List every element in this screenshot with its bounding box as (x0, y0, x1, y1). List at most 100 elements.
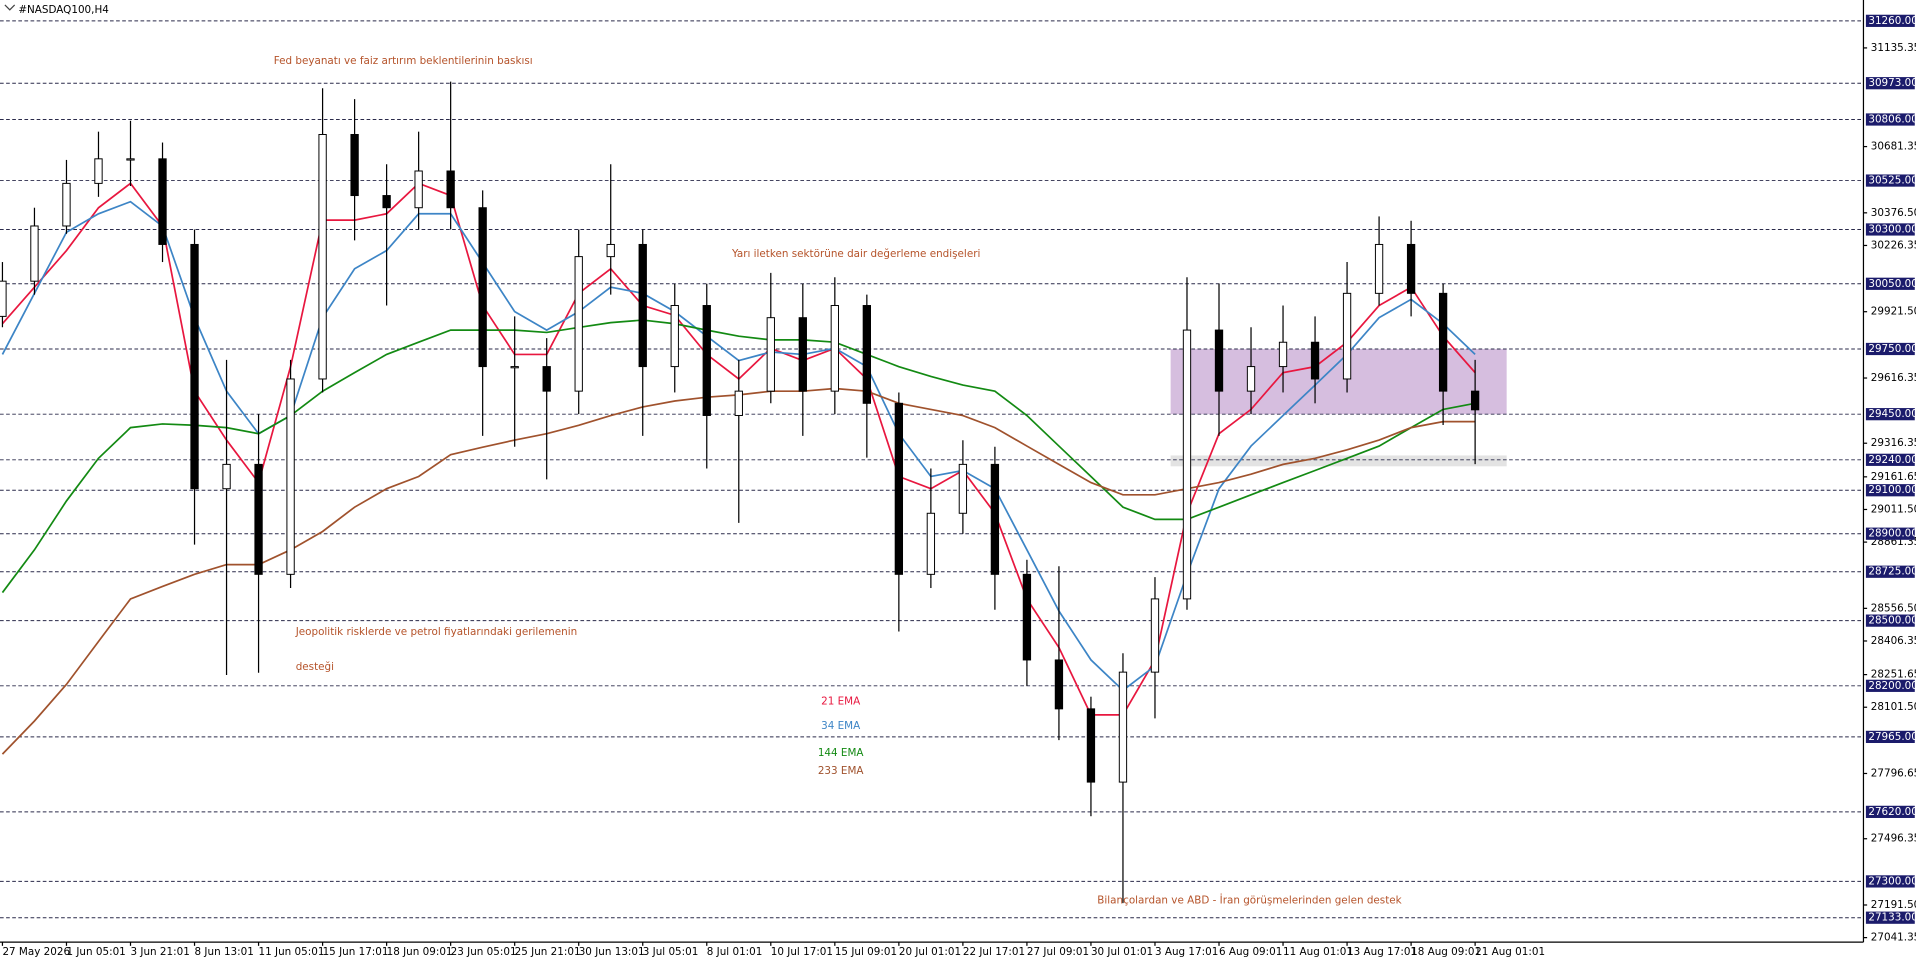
x-tick-label: 27 May 2026 (2, 946, 70, 958)
candle-body (62, 182, 71, 227)
x-tick-label: 10 Jul 17:01 (771, 946, 833, 958)
level-label-box (1865, 408, 1915, 421)
candle-body (1374, 243, 1384, 294)
legend-entry: 21 EMA (821, 695, 861, 707)
candle-body (990, 463, 1000, 575)
ema-line (1, 319, 1476, 594)
candle-body (958, 463, 968, 514)
candle-body (670, 305, 679, 368)
candle-body (830, 305, 839, 392)
level-label-box (1865, 614, 1915, 627)
candle-body (254, 463, 263, 575)
level-label-box (1865, 875, 1915, 888)
y-tick-label: 29316.35 (1871, 437, 1916, 449)
x-tick-label: 1 Jun 05:01 (66, 946, 125, 958)
level-label-box (1865, 14, 1915, 27)
candle-body (382, 195, 391, 209)
level-label-box (1865, 679, 1915, 692)
candle-body (222, 463, 231, 490)
candle-body (1246, 366, 1256, 392)
candle-body (1278, 341, 1288, 368)
level-label-box (1865, 223, 1915, 236)
y-tick-label: 28251.65 (1871, 669, 1916, 681)
annotation: Yarı iletken sektörüne dair değerleme en… (731, 248, 980, 260)
candle-body (446, 170, 455, 209)
level-label: 30050.00 (1868, 278, 1916, 290)
level-label: 29750.00 (1868, 343, 1916, 355)
x-tick-label: 11 Jun 05:01 (259, 946, 325, 958)
candle-body (286, 378, 295, 575)
candle-body (1054, 659, 1064, 710)
level-label-box (1865, 565, 1915, 578)
y-tick-label: 30681.35 (1871, 141, 1916, 153)
level-label: 30300.00 (1868, 223, 1916, 235)
y-tick-label: 30226.35 (1871, 239, 1916, 251)
zone (1170, 348, 1507, 415)
candle-body (350, 133, 359, 197)
candle-body (606, 243, 615, 258)
candle-body (1310, 341, 1320, 380)
level-label-box (1865, 342, 1915, 356)
x-tick-label: 20 Jul 01:01 (899, 946, 961, 958)
level-label: 30806.00 (1868, 113, 1916, 125)
x-tick-label: 8 Jun 13:01 (195, 946, 254, 958)
x-tick-label: 18 Aug 09:01 (1411, 946, 1481, 958)
level-label: 27965.00 (1868, 731, 1916, 743)
candle-body (126, 158, 135, 161)
y-tick-label: 27041.35 (1871, 932, 1916, 944)
y-tick-label: 29921.50 (1871, 306, 1916, 318)
annotation: Bilançolardan ve ABD - İran görüşmelerin… (1097, 894, 1401, 907)
x-tick-label: 30 Jun 13:01 (579, 946, 645, 958)
x-tick-label: 11 Aug 01:01 (1283, 946, 1353, 958)
candle-body (318, 133, 327, 380)
x-tick-label: 15 Jul 09:01 (835, 946, 897, 958)
x-tick-label: 21 Aug 01:01 (1475, 946, 1545, 958)
level-label: 27300.00 (1868, 875, 1916, 887)
legend-entry: 144 EMA (818, 747, 865, 759)
y-tick-label: 30376.50 (1871, 207, 1916, 219)
x-tick-label: 15 Jun 17:01 (323, 946, 389, 958)
y-tick-label: 27796.65 (1871, 767, 1916, 779)
level-label-box (1865, 805, 1915, 818)
candle-body (30, 225, 39, 282)
y-tick-label: 29616.35 (1871, 372, 1916, 384)
candle-body (638, 243, 647, 368)
y-tick-label: 28556.50 (1871, 602, 1916, 614)
level-label: 29100.00 (1868, 484, 1916, 496)
x-tick-label: 30 Jul 01:01 (1091, 946, 1153, 958)
legend-entry: 233 EMA (818, 765, 865, 777)
candle-body (926, 512, 936, 575)
candle-body (734, 390, 743, 416)
level-label-box (1865, 113, 1915, 126)
level-label-box (1865, 77, 1915, 90)
x-tick-label: 6 Aug 09:01 (1219, 946, 1282, 958)
candle-body (1118, 671, 1128, 783)
level-label-box (1865, 730, 1915, 744)
annotation: Fed beyanatı ve faiz artırım beklentiler… (274, 55, 533, 67)
level-label: 28900.00 (1868, 528, 1916, 540)
x-tick-label: 3 Jul 05:01 (643, 946, 699, 958)
y-tick-label: 29161.65 (1871, 471, 1916, 483)
chart-title: #NASDAQ100,H4 (18, 4, 109, 16)
level-label: 29240.00 (1868, 454, 1916, 466)
candle-body (702, 305, 711, 416)
legend-entry: 34 EMA (821, 720, 861, 732)
y-tick-label: 28101.50 (1871, 701, 1916, 713)
y-tick-label: 28406.35 (1871, 635, 1916, 647)
candle-body (0, 280, 7, 317)
candle-body (1438, 292, 1448, 392)
candle-body (798, 317, 807, 392)
x-tick-label: 22 Jul 17:01 (963, 946, 1025, 958)
level-label: 29450.00 (1868, 408, 1916, 420)
candle-body (510, 366, 519, 369)
annotation: desteği (296, 661, 334, 673)
x-tick-label: 3 Jun 21:01 (131, 946, 190, 958)
x-tick-label: 23 Jun 05:01 (451, 946, 517, 958)
candle-body (1406, 243, 1416, 294)
level-label: 31260.00 (1868, 15, 1916, 27)
candle-body (158, 158, 167, 245)
candle-body (414, 170, 423, 209)
candle-body (190, 243, 199, 490)
level-label-box (1865, 484, 1915, 497)
x-tick-label: 25 Jun 21:01 (515, 946, 581, 958)
